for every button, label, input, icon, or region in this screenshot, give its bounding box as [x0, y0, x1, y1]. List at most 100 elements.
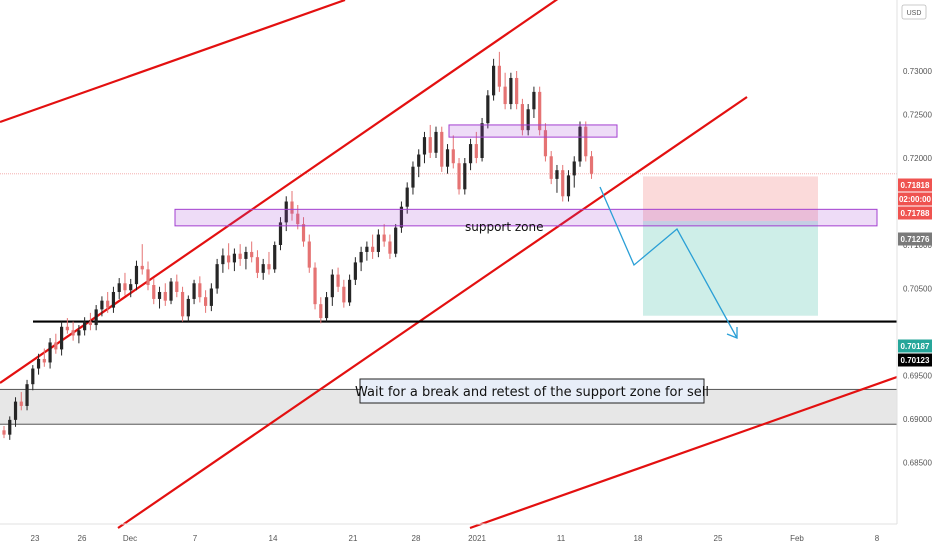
candle-body — [538, 91, 542, 131]
candle-body — [319, 304, 323, 319]
price-badge-text: 0.70123 — [901, 356, 930, 365]
candle — [411, 161, 415, 195]
price-badge-text: 0.71818 — [901, 181, 930, 190]
candle — [267, 251, 271, 275]
candle-body — [313, 267, 317, 305]
candle — [42, 348, 46, 367]
candle — [232, 248, 236, 272]
candle — [526, 104, 530, 136]
candle — [152, 278, 156, 305]
price-axis: 0.730000.725000.720000.710000.705000.695… — [896, 0, 932, 524]
candle — [209, 283, 213, 312]
candle — [278, 217, 283, 251]
candle-body — [399, 206, 404, 228]
candle — [157, 286, 162, 309]
candle-body — [65, 326, 69, 331]
x-tick-label: 8 — [875, 534, 880, 543]
candle-body — [561, 170, 565, 197]
candle-body — [307, 241, 311, 268]
candle — [336, 267, 340, 292]
candle-body — [492, 65, 496, 96]
candle-body — [555, 170, 559, 179]
price-badge-countdown: 02:00:00 — [898, 192, 932, 206]
x-tick-label: Dec — [123, 534, 137, 543]
stop-loss-box — [643, 176, 818, 221]
candle-body — [232, 253, 236, 263]
candle — [578, 121, 582, 167]
candle — [134, 260, 139, 291]
projection-arrowhead — [726, 327, 738, 339]
candle — [60, 321, 64, 356]
candle-body — [60, 326, 64, 350]
candle-body — [186, 298, 190, 317]
candle-body — [238, 253, 242, 259]
candle-body — [157, 291, 162, 299]
candle — [324, 291, 329, 322]
trend-line-3 — [117, 96, 748, 529]
y-tick-label: 0.72000 — [903, 154, 932, 163]
candle-body — [2, 430, 6, 435]
y-tick-label: 0.72500 — [903, 111, 932, 120]
candle — [330, 269, 334, 306]
candle — [342, 279, 346, 308]
candle — [88, 312, 92, 331]
candle-body — [526, 109, 530, 131]
candle — [399, 201, 404, 233]
candle-body — [111, 291, 116, 308]
x-tick-label: 2021 — [468, 534, 486, 543]
candle-body — [336, 274, 340, 287]
candle-body — [267, 264, 271, 270]
candle-body — [209, 288, 213, 306]
candle-body — [440, 131, 444, 167]
candle — [129, 278, 133, 298]
candle — [111, 286, 116, 313]
candle-body — [330, 274, 334, 298]
candle-body — [566, 175, 571, 197]
candle-body — [192, 283, 196, 299]
candle — [584, 121, 588, 162]
time-axis: 23 26 Dec 7 14 21 28 2021 11 18 25 Feb 8 — [0, 523, 897, 543]
candle — [422, 131, 427, 164]
candle — [19, 392, 23, 411]
candle — [146, 261, 150, 291]
candle-body — [117, 283, 121, 292]
y-tick-label: 0.73000 — [903, 67, 932, 76]
candle — [169, 278, 173, 305]
candle-body — [244, 251, 248, 259]
candle — [543, 123, 548, 162]
price-badge-support-line: 0.70123 — [898, 353, 932, 367]
candle-body — [94, 309, 98, 326]
trend-line-4 — [469, 375, 898, 530]
candle — [13, 397, 18, 427]
candle — [492, 58, 496, 101]
y-tick-label: 0.69500 — [903, 372, 932, 381]
candle — [376, 229, 380, 258]
candle-body — [422, 137, 427, 155]
candle-body — [509, 77, 513, 105]
candle-body — [77, 330, 81, 336]
candle-body — [411, 166, 415, 188]
candle-body — [19, 401, 23, 406]
candle — [428, 124, 432, 158]
candle-body — [36, 358, 41, 369]
candles — [2, 51, 594, 440]
candle-body — [468, 144, 473, 164]
candle — [8, 416, 12, 440]
currency-label[interactable]: USD — [901, 4, 927, 20]
candle-body — [394, 227, 398, 254]
candle — [71, 321, 75, 341]
candle-body — [48, 342, 52, 363]
candle-body — [515, 77, 519, 105]
candle-body — [463, 163, 467, 190]
candle-body — [134, 265, 139, 285]
candle — [192, 279, 196, 305]
candle-body — [54, 342, 58, 350]
candle-body — [549, 156, 553, 179]
candle — [255, 250, 260, 279]
candle — [468, 138, 473, 171]
candle-body — [278, 222, 283, 245]
note-text: Wait for a break and retest of the suppo… — [355, 385, 709, 400]
candle — [353, 257, 357, 286]
candle-body — [221, 255, 225, 265]
